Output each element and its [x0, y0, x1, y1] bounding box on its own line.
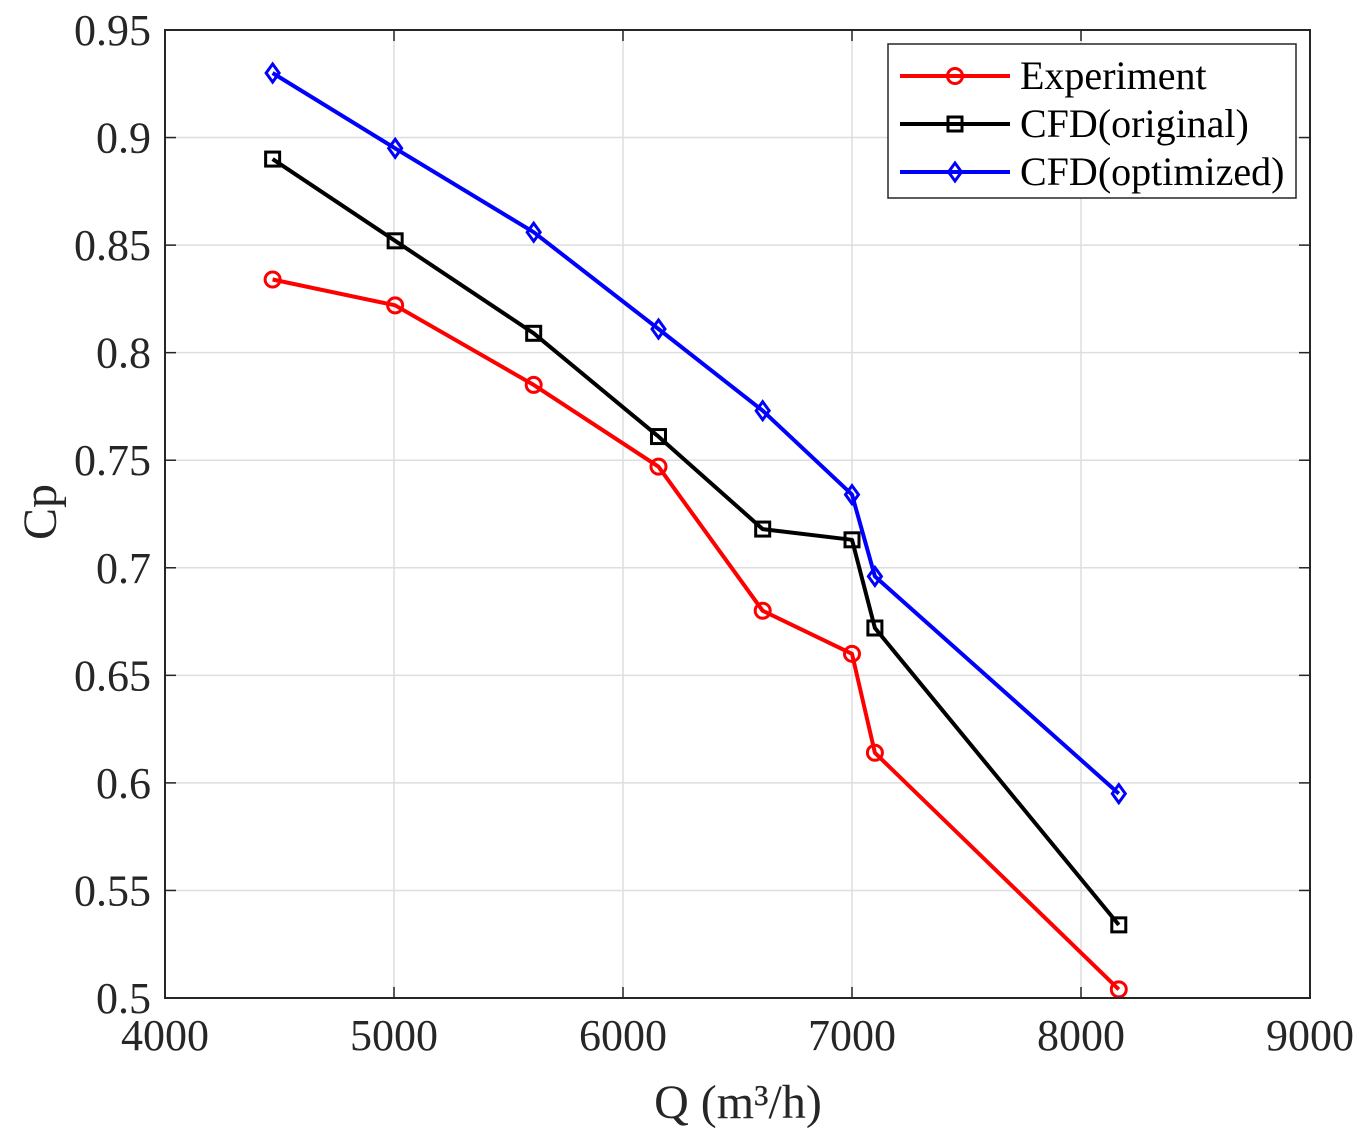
axes	[164, 29, 1311, 999]
y-tick-label: 0.8	[96, 329, 151, 378]
series-cfd-optimized	[264, 61, 1128, 806]
x-tick-label: 8000	[1037, 1011, 1125, 1060]
x-axis-title: Q (m³/h)	[654, 1076, 822, 1129]
series-line-cfd-original	[271, 157, 1121, 927]
data-point-experiment	[263, 270, 282, 289]
legend-label: CFD(original)	[1020, 101, 1249, 146]
y-tick-label: 0.6	[96, 759, 151, 808]
series-cfd-original	[264, 150, 1128, 934]
legend-label: Experiment	[1020, 53, 1207, 98]
y-tick-label: 0.55	[74, 866, 151, 915]
y-tick-label: 0.85	[74, 221, 151, 270]
data-point-cfd-original	[264, 150, 282, 168]
x-tick-label: 5000	[350, 1011, 438, 1060]
data-point-cfd-original	[386, 232, 404, 250]
data-point-cfd-original	[649, 428, 667, 446]
legend-entry-cfd-original: CFD(original)	[900, 101, 1249, 146]
y-tick-label: 0.65	[74, 651, 151, 700]
y-axis-title: Cp	[14, 484, 67, 540]
legend-entry-cfd-optimized: CFD(optimized)	[900, 149, 1284, 194]
data-point-experiment	[843, 644, 861, 663]
y-tick-label: 0.7	[96, 544, 151, 593]
data-point-cfd-optimized	[386, 136, 404, 160]
legend-marker	[946, 67, 964, 85]
data-point-experiment	[649, 457, 668, 476]
data-point-experiment	[1109, 980, 1128, 999]
data-point-experiment	[865, 743, 884, 762]
plot-frame	[164, 29, 1311, 999]
series-experiment	[263, 270, 1128, 999]
data-point-cfd-original	[754, 520, 772, 538]
data-point-cfd-optimized	[754, 399, 772, 423]
series-line-cfd-optimized	[271, 71, 1121, 796]
series-lines	[263, 61, 1128, 999]
x-tick-label: 7000	[808, 1011, 896, 1060]
grid-lines	[165, 30, 1310, 998]
legend-label: CFD(optimized)	[1020, 149, 1284, 194]
x-tick-label: 9000	[1266, 1011, 1354, 1060]
y-tick-label: 0.5	[96, 974, 151, 1023]
data-point-cfd-original	[1110, 916, 1128, 934]
y-tick-label: 0.9	[96, 114, 151, 163]
x-tick-label: 4000	[121, 1011, 209, 1060]
x-tick-label: 6000	[579, 1011, 667, 1060]
data-point-cfd-optimized	[866, 564, 884, 588]
data-point-experiment	[386, 296, 405, 315]
data-point-cfd-optimized	[525, 220, 543, 244]
data-point-experiment	[524, 375, 543, 394]
data-point-cfd-optimized	[650, 317, 667, 341]
data-point-cfd-original	[525, 324, 543, 342]
y-tick-label: 0.95	[74, 6, 151, 55]
y-tick-label: 0.75	[74, 436, 151, 485]
legend-marker	[946, 160, 964, 184]
tick-labels: 4000 5000 6000 7000 8000 9000 0.5 0.55 0.6 0.65 0.…	[74, 6, 1354, 1060]
data-point-cfd-optimized	[843, 483, 861, 507]
series-line-experiment	[272, 277, 1121, 991]
data-point-cfd-original	[866, 619, 884, 637]
legend-entry-experiment: Experiment	[900, 53, 1207, 98]
data-point-cfd-original	[843, 531, 861, 549]
data-point-cfd-optimized	[1110, 782, 1128, 806]
legend-marker	[946, 115, 964, 133]
data-point-experiment	[753, 601, 772, 620]
data-point-cfd-optimized	[264, 61, 281, 85]
